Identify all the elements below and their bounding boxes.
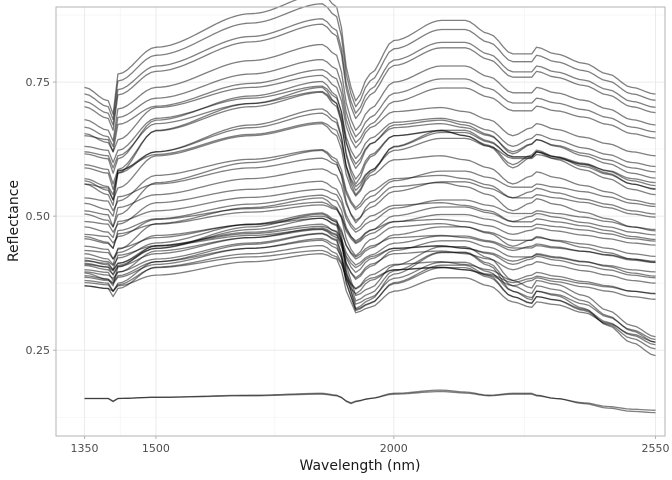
spectrum-line: [84, 43, 656, 142]
spectrum-line: [84, 149, 656, 232]
spectrum-line: [84, 249, 656, 295]
spectrum-line: [84, 180, 656, 236]
spectrum-line: [84, 197, 656, 263]
x-axis-ticks: 1350 1500 2000 2550: [71, 436, 669, 455]
spectrum-line: [84, 204, 656, 249]
y-tick-label: 0.75: [26, 76, 51, 89]
spectrum-line: [84, 228, 656, 284]
spectrum-line: [84, 148, 656, 215]
spectrum-line: [84, 212, 656, 338]
series-layer: [84, 0, 656, 414]
spectrum-line: [84, 213, 656, 357]
spectrum-line: [84, 244, 656, 300]
x-tick-label: 1500: [142, 442, 170, 455]
y-tick-label: 0.25: [26, 344, 51, 357]
y-axis-title: Reflectance: [6, 180, 22, 262]
x-tick-label: 2000: [380, 442, 408, 455]
spectrum-line: [84, 253, 656, 343]
spectrum-line: [84, 390, 656, 411]
y-axis-ticks: 0.25 0.50 0.75: [26, 76, 56, 357]
x-tick-label: 1350: [71, 442, 99, 455]
spectrum-line: [84, 217, 656, 262]
y-tick-label: 0.50: [26, 210, 51, 223]
spectrum-line: [84, 74, 656, 157]
spectrum-line: [84, 3, 656, 121]
x-axis-title: Wavelength (nm): [300, 458, 421, 474]
spectrum-line: [84, 108, 656, 207]
spectrum-line: [84, 233, 656, 350]
spectrum-line: [84, 194, 656, 249]
spectrum-line: [84, 223, 656, 279]
spectrum-line: [84, 215, 656, 266]
spectrum-line: [84, 168, 656, 228]
spectrum-line: [84, 227, 656, 287]
spectrum-line: [84, 0, 656, 115]
plot-border: [55, 6, 666, 437]
spectrum-line: [84, 157, 656, 217]
spectrum-line: [84, 86, 656, 196]
spectrum-line: [84, 232, 656, 341]
spectrum-line: [84, 69, 656, 153]
spectrum-line: [84, 18, 656, 126]
spectrum-line: [84, 85, 656, 168]
x-tick-label: 2550: [641, 442, 669, 455]
spectrum-line: [84, 122, 656, 205]
spectrum-line: [84, 23, 656, 131]
spectrum-line: [84, 58, 656, 148]
spectrum-line: [84, 80, 656, 179]
spectrum-line: [84, 188, 656, 239]
